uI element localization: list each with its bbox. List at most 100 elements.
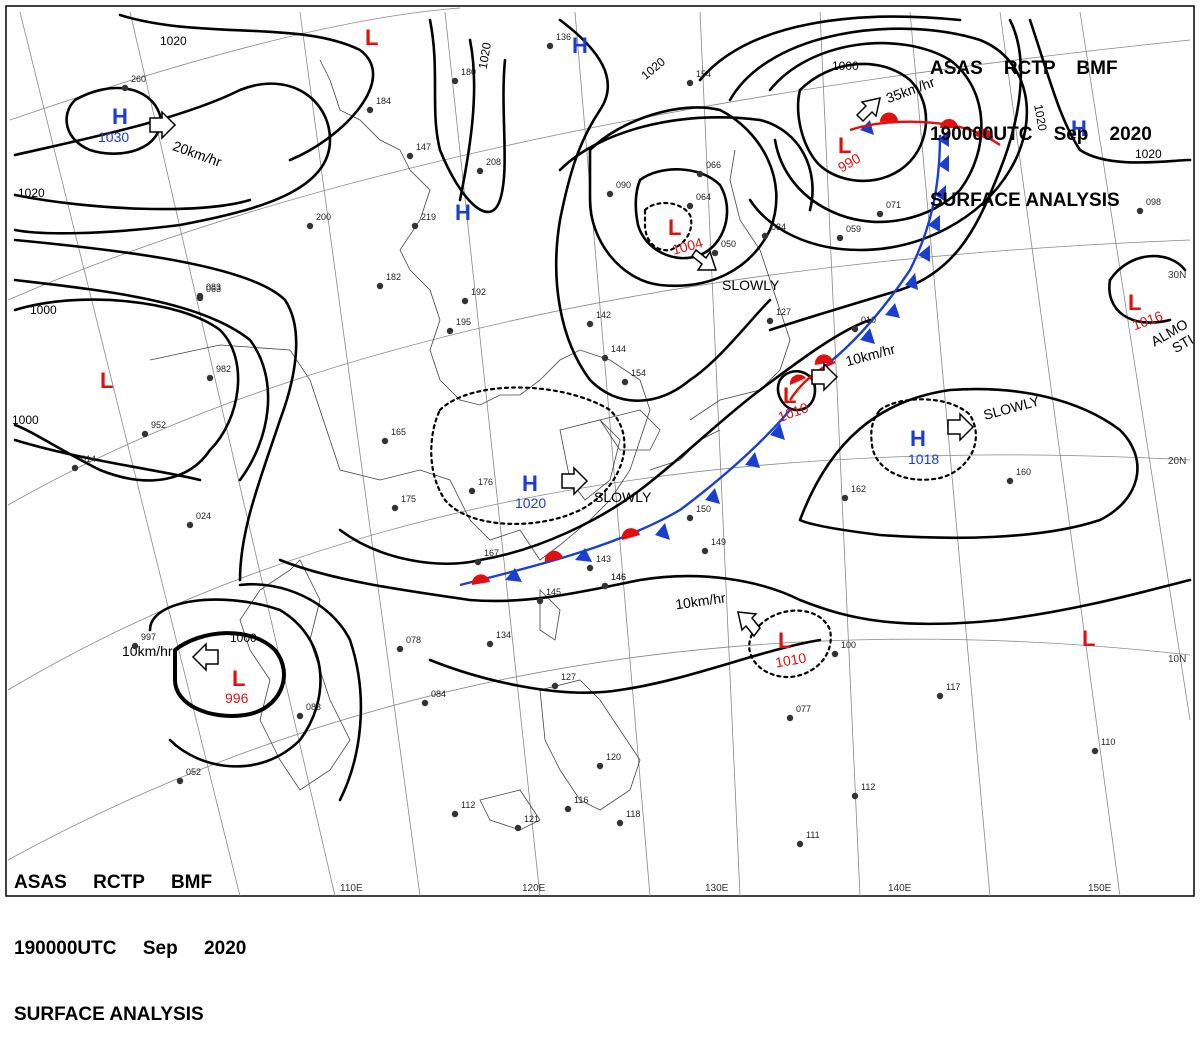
motion-label: 10km/hr — [122, 643, 173, 659]
station-circle — [121, 84, 129, 92]
station-pressure: 952 — [151, 420, 166, 430]
station-pressure: 145 — [546, 587, 561, 597]
station-pressure: 059 — [846, 224, 861, 234]
station-pressure: 136 — [556, 32, 571, 42]
station-circle — [446, 327, 454, 335]
station-pressure: 052 — [186, 767, 201, 777]
station-pressure: 162 — [851, 484, 866, 494]
station-circle — [601, 354, 609, 362]
isobar-label: 1000 — [30, 303, 57, 317]
station-circle — [851, 792, 859, 800]
station-circle — [296, 712, 304, 720]
station-circle — [876, 210, 884, 218]
station-circle — [1136, 207, 1144, 215]
station-pressure: 208 — [486, 157, 501, 167]
header-line: SURFACE ANALYSIS — [930, 190, 1120, 211]
longitude-label: 150E — [1088, 883, 1112, 894]
low-pressure-value: 1010 — [774, 649, 808, 670]
station-pressure: 084 — [431, 689, 446, 699]
station-circle — [476, 167, 484, 175]
station-circle — [381, 437, 389, 445]
station-circle — [851, 325, 859, 333]
footer-line: SURFACE ANALYSIS — [14, 1004, 204, 1025]
station-pressure: 160 — [1016, 467, 1031, 477]
footer-title-block: ASAS RCTP BMF 190000UTC Sep 2020 SURFACE… — [14, 828, 246, 1048]
station-circle — [831, 650, 839, 658]
station-pressure: 146 — [611, 572, 626, 582]
station-circle — [551, 682, 559, 690]
high-pressure-value: 1020 — [515, 495, 546, 511]
motion-label: 10km/hr — [674, 589, 727, 612]
station-pressure: 982 — [216, 364, 231, 374]
station-pressure: 219 — [421, 212, 436, 222]
isobar-label: 1020 — [1135, 147, 1162, 161]
station-pressure: 117 — [946, 682, 960, 692]
station-circle — [546, 42, 554, 50]
station-circle — [411, 222, 419, 230]
station-circle — [396, 645, 404, 653]
station-circle — [131, 642, 139, 650]
cold-front — [459, 120, 949, 587]
station-circle — [1006, 477, 1014, 485]
low-pressure-value: 996 — [225, 690, 249, 706]
station-pressure: 147 — [416, 142, 431, 152]
station-pressure: 112 — [861, 782, 875, 792]
station-circle — [701, 547, 709, 555]
station-pressure: 098 — [1146, 197, 1161, 207]
isobar-label: 1020 — [1031, 103, 1049, 132]
station-pressure: 083 — [206, 282, 221, 292]
low-center: L — [1082, 626, 1095, 651]
station-circle — [761, 232, 769, 240]
station-pressure: 077 — [796, 704, 811, 714]
station-circle — [306, 222, 314, 230]
station-pressure: 064 — [696, 192, 711, 202]
station-circle — [186, 521, 194, 529]
motion-label: SLOWLY — [722, 277, 780, 293]
isobar-label: 1020 — [476, 41, 494, 70]
station-circle — [616, 819, 624, 827]
station-circle — [468, 487, 476, 495]
station-pressure: 142 — [596, 310, 611, 320]
dashed-isobars — [430, 202, 977, 679]
footer-line: ASAS RCTP BMF — [14, 872, 213, 893]
station-pressure: 149 — [711, 537, 726, 547]
latitude-label: 30N — [1168, 270, 1186, 281]
station-circle — [711, 249, 719, 257]
station-pressure: 116 — [574, 795, 588, 805]
longitude-label: 140E — [888, 883, 912, 894]
station-circle — [596, 762, 604, 770]
station-pressure: 260 — [131, 74, 146, 84]
station-circle — [421, 699, 429, 707]
low-center: L — [668, 215, 681, 240]
station-circle — [686, 79, 694, 87]
surface-analysis-chart: 1020 1020 1020 1020 1020 1020 1000 1000 … — [5, 5, 1196, 897]
station-circle — [796, 840, 804, 848]
station-pressure: 176 — [478, 477, 493, 487]
isobar-label: 1000 — [12, 413, 39, 427]
station-circle — [786, 714, 794, 722]
station-pressure: 146 — [611, 572, 626, 582]
station-pressure: 192 — [471, 287, 486, 297]
station-circle — [376, 282, 384, 290]
isobar-label: 1020 — [18, 186, 45, 200]
station-plots: 260 083 182 192 195 165 176 175 167 208 219 200 142 1… — [71, 32, 1161, 848]
high-pressure-value: 1030 — [98, 129, 129, 145]
graticule — [7, 7, 1191, 897]
station-circle — [451, 77, 459, 85]
station-pressure: 165 — [391, 427, 406, 437]
longitude-label: 110E — [340, 883, 363, 894]
station-circle — [766, 317, 774, 325]
station-pressure: 050 — [721, 239, 736, 249]
station-pressure: 144 — [611, 344, 626, 354]
station-circle — [474, 558, 482, 566]
station-pressure: 110 — [1101, 737, 1115, 747]
low-center: L — [1128, 290, 1141, 315]
station-circle — [196, 294, 204, 302]
station-pressure: 997 — [141, 632, 156, 642]
station-pressure: 066 — [706, 160, 721, 170]
station-pressure: 182 — [386, 272, 401, 282]
station-circle — [586, 320, 594, 328]
station-circle — [564, 805, 572, 813]
station-circle — [176, 777, 184, 785]
station-pressure: 083 — [306, 702, 321, 712]
